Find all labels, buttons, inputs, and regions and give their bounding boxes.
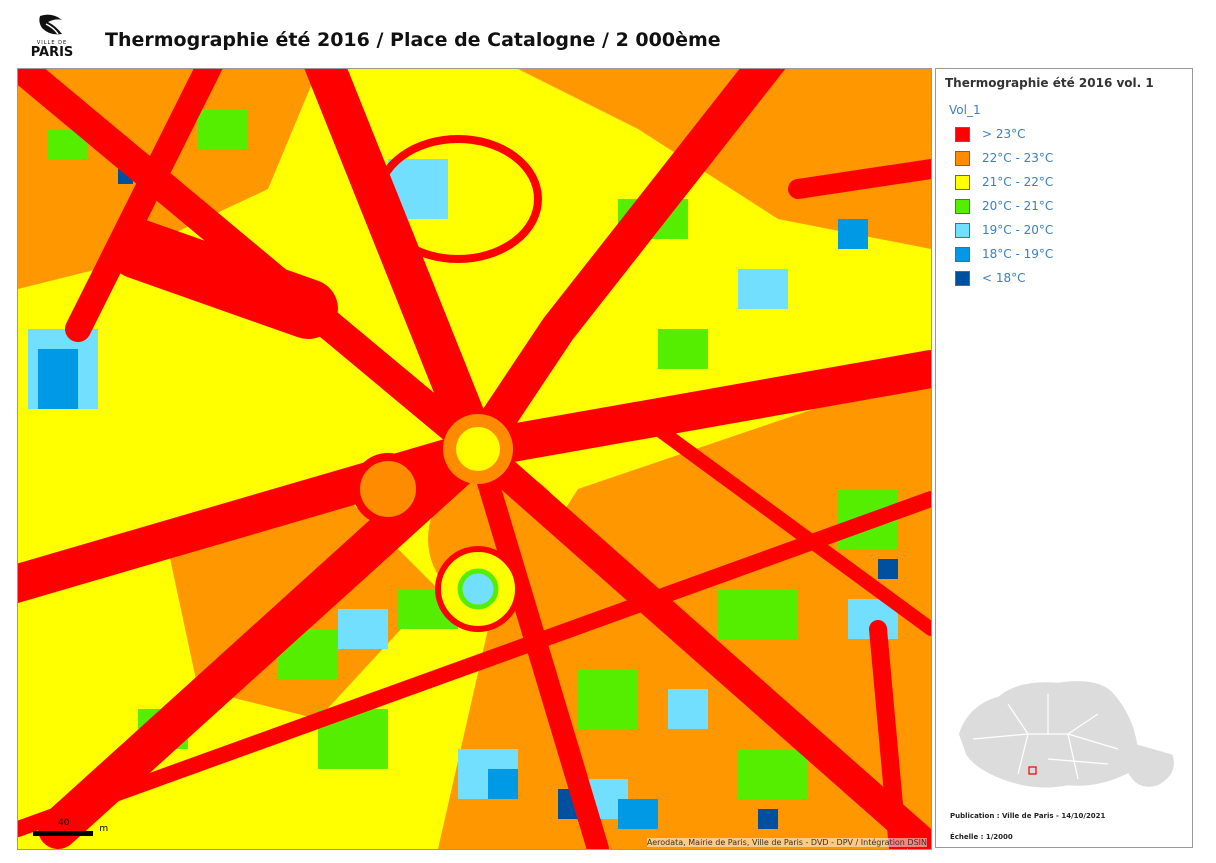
- legend-swatch: [955, 174, 970, 190]
- legend-label: 18°C - 19°C: [982, 247, 1054, 261]
- logo-small: VILLE DE: [36, 40, 68, 46]
- legend-item: 18°C - 19°C: [955, 242, 1053, 266]
- legend-item: < 18°C: [955, 266, 1053, 290]
- legend-label: 20°C - 21°C: [982, 199, 1054, 213]
- logo: VILLE DE PARIS: [26, 10, 78, 62]
- legend-swatch: [955, 198, 970, 214]
- scale-unit: m: [99, 824, 109, 834]
- legend-swatch: [955, 222, 970, 238]
- scale-label: 40: [58, 818, 70, 828]
- page-title: Thermographie été 2016 / Place de Catalo…: [105, 29, 721, 51]
- side-panel: Thermographie été 2016 vol. 1 Vol_1 > 23…: [935, 68, 1193, 848]
- attribution: Aerodata, Mairie de Paris, Ville de Pari…: [646, 838, 927, 847]
- legend-swatch: [955, 150, 970, 166]
- legend-title: Thermographie été 2016 vol. 1: [945, 76, 1154, 90]
- scale-bar: 40 m: [33, 818, 108, 840]
- legend-item: 19°C - 20°C: [955, 218, 1053, 242]
- legend-item: 22°C - 23°C: [955, 146, 1053, 170]
- logo-icon: [39, 14, 62, 35]
- legend: > 23°C 22°C - 23°C 21°C - 22°C 20°C - 21°C 1…: [955, 122, 1053, 290]
- legend-label: 21°C - 22°C: [982, 175, 1054, 189]
- overview-map: [957, 679, 1176, 789]
- legend-label: < 18°C: [982, 271, 1026, 285]
- map-image: [18, 69, 931, 849]
- legend-item: 20°C - 21°C: [955, 194, 1053, 218]
- thermal-map: 40 m Aerodata, Mairie de Paris, Ville de…: [17, 68, 932, 850]
- legend-swatch: [955, 270, 970, 286]
- legend-item: > 23°C: [955, 122, 1053, 146]
- legend-item: 21°C - 22°C: [955, 170, 1053, 194]
- legend-label: 19°C - 20°C: [982, 223, 1054, 237]
- legend-label: > 23°C: [982, 127, 1026, 141]
- publication: Publication : Ville de Paris - 14/10/202…: [950, 812, 1106, 820]
- layer-name: Vol_1: [949, 103, 981, 117]
- legend-label: 22°C - 23°C: [982, 151, 1054, 165]
- legend-swatch: [955, 246, 970, 262]
- scale-text: Échelle : 1/2000: [950, 833, 1013, 841]
- legend-swatch: [955, 126, 970, 142]
- logo-text: PARIS: [30, 45, 74, 60]
